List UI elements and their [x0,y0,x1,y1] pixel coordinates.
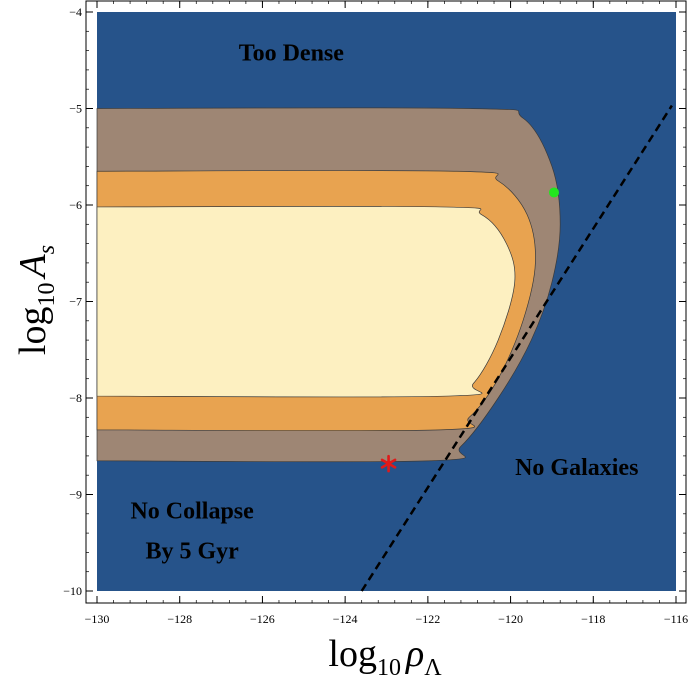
label-no-galaxies-line: No Galaxies [515,455,638,481]
x-axis-title-sub: 10 [377,655,401,681]
label-no-collapse: No Collapse By 5 Gyr [130,499,254,565]
x-tick-label: −116 [664,612,688,626]
x-tick-label: −128 [167,612,192,626]
y-tick-label: −6 [69,198,82,212]
x-tick-label: −118 [581,612,605,626]
x-tick-label: −124 [333,612,358,626]
y-tick-label: −10 [63,584,82,598]
y-tick-label: −5 [69,102,82,116]
y-axis-title-varsub: s [34,245,60,254]
label-too-dense-line: Too Dense [239,40,344,66]
y-axis-title: log10As [12,245,60,355]
x-axis-title-varsub: Λ [424,655,442,681]
y-tick-label: −9 [69,488,82,502]
region-inner [96,206,516,398]
x-tick-label: −130 [85,612,110,626]
label-no-galaxies: No Galaxies [515,455,638,481]
x-tick-label: −126 [250,612,275,626]
label-no-collapse-line: By 5 Gyr [145,539,239,565]
dashed-line [360,104,673,592]
y-axis-title-base: log [12,307,54,356]
green-point [548,187,559,198]
chart-overlays [360,104,673,592]
red-point [380,454,397,473]
y-tick-label: −7 [69,295,82,309]
label-no-collapse-line: No Collapse [130,499,254,525]
region-labels: Too Dense No Galaxies No Collapse By 5 Gyr [130,40,638,564]
x-axis-title: log10 ρΛ [328,633,442,681]
y-axis-title-var: A [12,254,54,281]
label-too-dense: Too Dense [239,40,344,66]
x-tick-label: −120 [498,612,523,626]
y-axis-title-sub: 10 [34,283,60,307]
x-tick-label: −122 [415,612,440,626]
x-axis-title-var: ρ [405,633,424,675]
x-axis-title-base: log [328,633,377,675]
chart-axes: −130 −128 −126 −124 −122 −120 −118 −116 −4 −5 −6 −7… [63,0,688,626]
y-tick-label: −8 [69,391,82,405]
contour-regions [96,12,676,591]
y-tick-label: −4 [69,5,82,19]
